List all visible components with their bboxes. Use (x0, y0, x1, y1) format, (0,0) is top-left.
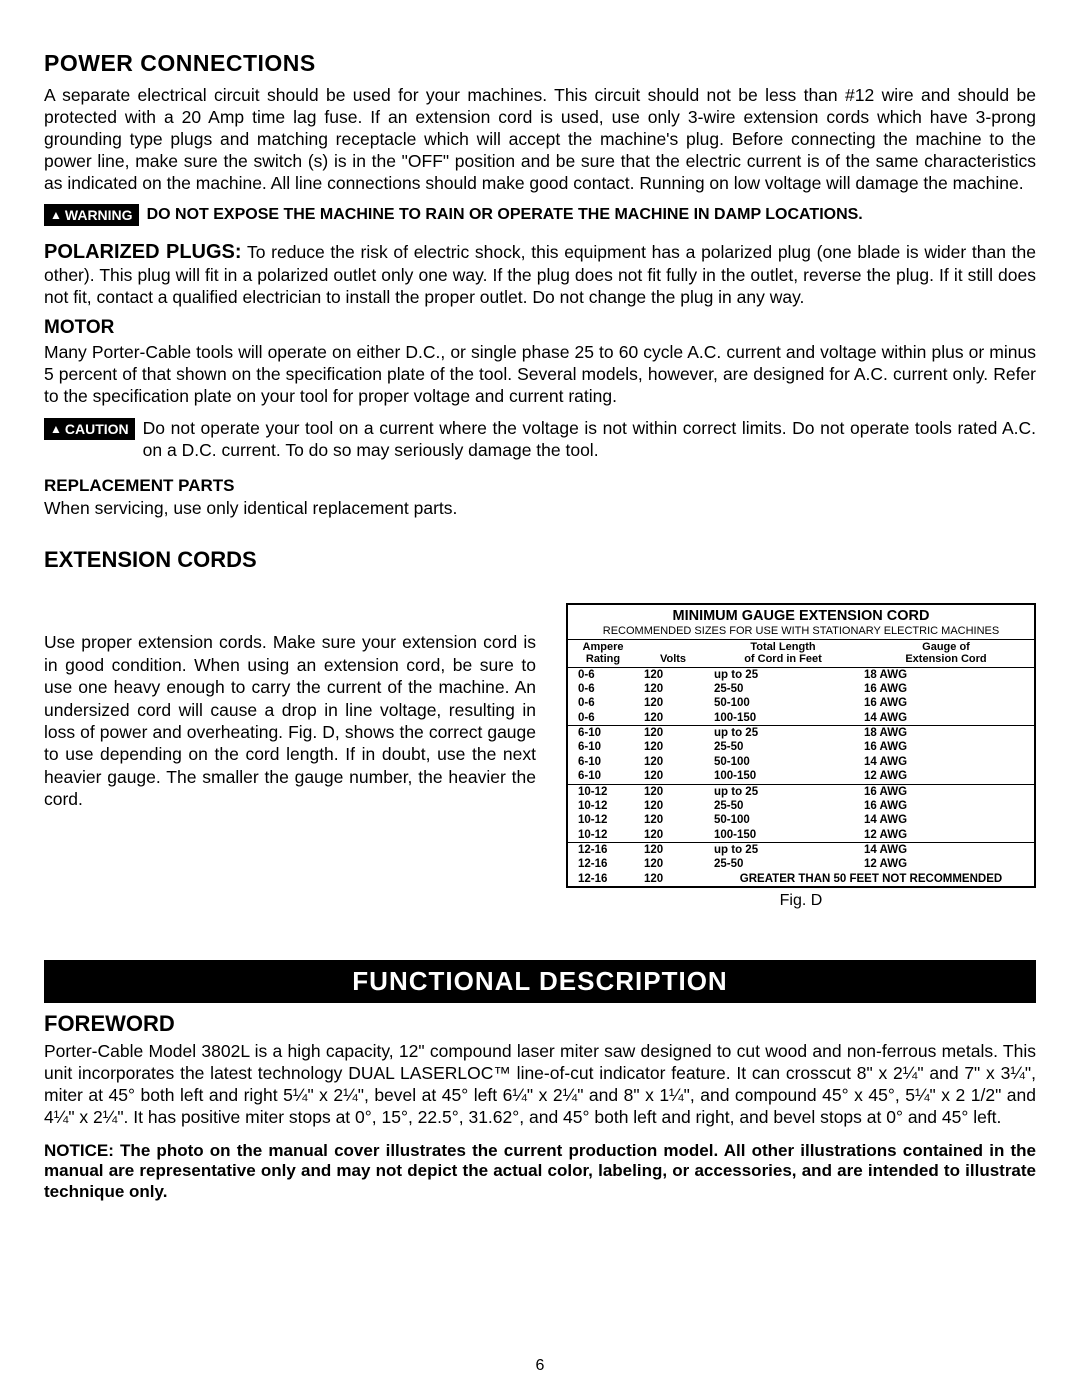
table-cell: up to 25 (708, 726, 858, 741)
extension-cords-table-wrap: MINIMUM GAUGE EXTENSION CORD RECOMMENDED… (566, 603, 1036, 910)
table-cell: 16 AWG (858, 740, 1034, 754)
col-length: Total Lengthof Cord in Feet (708, 640, 858, 667)
table-cell: 16 AWG (858, 682, 1034, 696)
caution-icon: ▲ (50, 422, 62, 436)
caution-row: ▲ CAUTION Do not operate your tool on a … (44, 418, 1036, 462)
table-cell: 6-10 (568, 726, 638, 741)
table-cell: 120 (638, 799, 708, 813)
table-cell: 0-6 (568, 667, 638, 682)
table-cell: 50-100 (708, 696, 858, 710)
table-cell: 10-12 (568, 828, 638, 843)
table-cell: 18 AWG (858, 726, 1034, 741)
caution-badge: ▲ CAUTION (44, 418, 135, 440)
table-cell: 120 (638, 872, 708, 886)
col-gauge: Gauge ofExtension Cord (858, 640, 1034, 667)
table-cell: up to 25 (708, 784, 858, 799)
warning-row: ▲ WARNING DO NOT EXPOSE THE MACHINE TO R… (44, 204, 1036, 226)
warning-label: WARNING (65, 207, 133, 223)
functional-description-banner: FUNCTIONAL DESCRIPTION (44, 960, 1036, 1003)
table-cell: 120 (638, 711, 708, 726)
table-cell: 6-10 (568, 740, 638, 754)
table-cell: 12 AWG (858, 857, 1034, 871)
table-cell: 0-6 (568, 711, 638, 726)
power-connections-heading: POWER CONNECTIONS (44, 50, 1036, 77)
warning-text: DO NOT EXPOSE THE MACHINE TO RAIN OR OPE… (147, 204, 863, 224)
table-cell: 100-150 (708, 769, 858, 784)
table-cell: 120 (638, 726, 708, 741)
table-cell: up to 25 (708, 843, 858, 858)
table-cell: 10-12 (568, 784, 638, 799)
table-cell: 120 (638, 740, 708, 754)
table-cell: 50-100 (708, 813, 858, 827)
table-cell: 120 (638, 667, 708, 682)
table-cell: 120 (638, 755, 708, 769)
table-cell: 12-16 (568, 872, 638, 886)
table-cell-not-recommended: GREATER THAN 50 FEET NOT RECOMMENDED (708, 872, 1034, 886)
table-cell: 12 AWG (858, 769, 1034, 784)
table-cell: 14 AWG (858, 711, 1034, 726)
table-cell: 25-50 (708, 740, 858, 754)
table-cell: 0-6 (568, 696, 638, 710)
table-cell: 16 AWG (858, 799, 1034, 813)
col-ampere: AmpereRating (568, 640, 638, 667)
caution-text: Do not operate your tool on a current wh… (143, 418, 1036, 462)
table-cell: 10-12 (568, 813, 638, 827)
table-cell: 100-150 (708, 711, 858, 726)
motor-body: Many Porter-Cable tools will operate on … (44, 342, 1036, 408)
gauge-table: MINIMUM GAUGE EXTENSION CORD RECOMMENDED… (566, 603, 1036, 888)
warning-icon: ▲ (50, 208, 62, 222)
table-cell: 12 AWG (858, 828, 1034, 843)
table-cell: 120 (638, 682, 708, 696)
table-cell: 16 AWG (858, 784, 1034, 799)
power-connections-body: A separate electrical circuit should be … (44, 85, 1036, 194)
replacement-heading: REPLACEMENT PARTS (44, 476, 1036, 496)
table-cell: 120 (638, 696, 708, 710)
table-cell: 25-50 (708, 799, 858, 813)
table-cell: 25-50 (708, 682, 858, 696)
table-cell: 12-16 (568, 843, 638, 858)
table-cell: up to 25 (708, 667, 858, 682)
notice-block: NOTICE: The photo on the manual cover il… (44, 1141, 1036, 1203)
polarized-lead: POLARIZED PLUGS: (44, 241, 242, 263)
caution-label: CAUTION (65, 421, 129, 437)
table-cell: 120 (638, 843, 708, 858)
table-cell: 10-12 (568, 799, 638, 813)
foreword-heading: FOREWORD (44, 1011, 1036, 1037)
table-cell: 120 (638, 813, 708, 827)
foreword-body: Porter-Cable Model 3802L is a high capac… (44, 1041, 1036, 1129)
page-number: 6 (0, 1357, 1080, 1375)
table-cell: 14 AWG (858, 755, 1034, 769)
table-cell: 6-10 (568, 755, 638, 769)
table-cell: 6-10 (568, 769, 638, 784)
table-cell: 120 (638, 769, 708, 784)
table-cell: 12-16 (568, 857, 638, 871)
gauge-table-title: MINIMUM GAUGE EXTENSION CORD (568, 605, 1034, 625)
table-cell: 14 AWG (858, 813, 1034, 827)
table-cell: 100-150 (708, 828, 858, 843)
gauge-table-subtitle: RECOMMENDED SIZES FOR USE WITH STATIONAR… (568, 625, 1034, 640)
table-cell: 16 AWG (858, 696, 1034, 710)
replacement-body: When servicing, use only identical repla… (44, 498, 1036, 520)
gauge-data-table: AmpereRating Volts Total Lengthof Cord i… (568, 640, 1034, 886)
motor-heading: MOTOR (44, 317, 1036, 339)
table-cell: 18 AWG (858, 667, 1034, 682)
figure-caption: Fig. D (566, 892, 1036, 910)
table-cell: 120 (638, 828, 708, 843)
table-cell: 120 (638, 784, 708, 799)
table-cell: 50-100 (708, 755, 858, 769)
table-cell: 120 (638, 857, 708, 871)
col-volts: Volts (638, 640, 708, 667)
warning-badge: ▲ WARNING (44, 204, 139, 226)
extension-cords-row: Use proper extension cords. Make sure yo… (44, 603, 1036, 910)
table-cell: 25-50 (708, 857, 858, 871)
extension-cords-body: Use proper extension cords. Make sure yo… (44, 603, 536, 810)
extension-cords-heading: EXTENSION CORDS (44, 547, 1036, 573)
table-cell: 14 AWG (858, 843, 1034, 858)
polarized-plugs-paragraph: POLARIZED PLUGS: To reduce the risk of e… (44, 240, 1036, 309)
table-cell: 0-6 (568, 682, 638, 696)
